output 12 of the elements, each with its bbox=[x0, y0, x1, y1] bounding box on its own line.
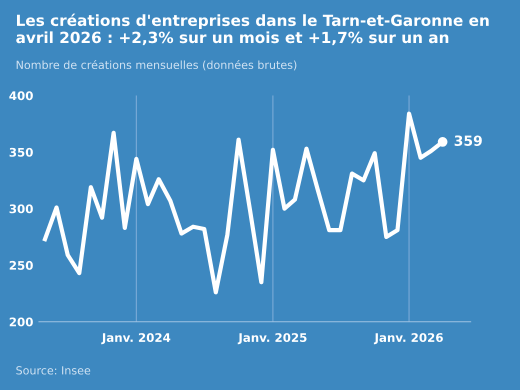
y-tick-label: 350 bbox=[10, 148, 33, 157]
chart-title: Les créations d'entreprises dans le Tarn-et-Garonne en avril 2026 : +2,3% sur un mois et +1,7% sur un an bbox=[16, 14, 489, 46]
y-tick-label: 300 bbox=[10, 204, 33, 214]
x-tick-label: Janv. 2026 bbox=[374, 333, 443, 344]
data-label: 359 bbox=[454, 135, 482, 146]
y-tick-label: 200 bbox=[10, 317, 33, 326]
x-tick-label: Janv. 2025 bbox=[238, 333, 307, 344]
y-tick-label: 250 bbox=[10, 260, 33, 270]
chart-subtitle: Nombre de créations mensuelles (données brutes) bbox=[16, 60, 296, 70]
y-tick-label: 400 bbox=[9, 91, 33, 100]
x-tick-label: Janv. 2024 bbox=[101, 333, 170, 344]
source-note: Source: Insee bbox=[16, 366, 90, 375]
